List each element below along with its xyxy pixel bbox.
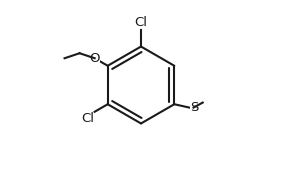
Text: Cl: Cl: [81, 112, 94, 125]
Text: S: S: [190, 101, 198, 114]
Text: O: O: [89, 52, 100, 65]
Text: Cl: Cl: [135, 16, 147, 29]
